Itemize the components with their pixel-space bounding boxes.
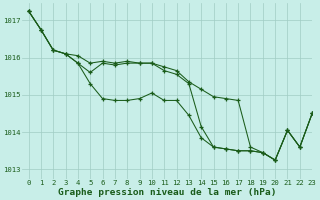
X-axis label: Graphe pression niveau de la mer (hPa): Graphe pression niveau de la mer (hPa): [58, 188, 276, 197]
